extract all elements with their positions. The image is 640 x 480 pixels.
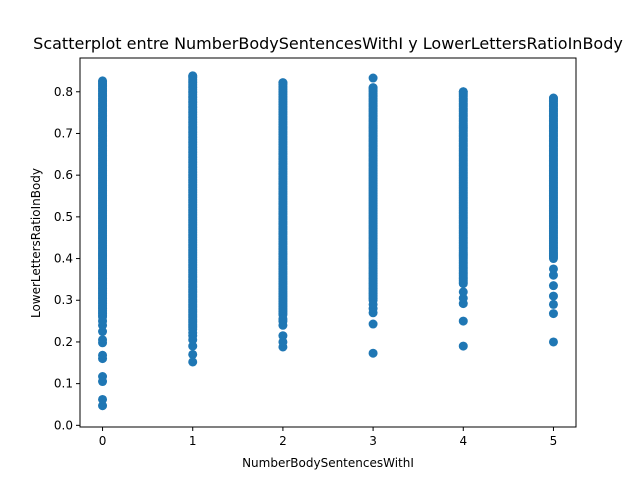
x-tick-label: 0 xyxy=(99,434,107,448)
data-point xyxy=(98,76,108,86)
y-tick-label: 0.7 xyxy=(54,126,73,140)
data-point-outlier xyxy=(368,73,378,83)
y-tick-label: 0.2 xyxy=(54,335,73,349)
x-tick-label: 2 xyxy=(279,434,287,448)
data-point xyxy=(188,71,198,81)
x-tick-label: 1 xyxy=(189,434,197,448)
data-point-outlier xyxy=(548,281,558,291)
data-point-outlier xyxy=(98,350,108,360)
y-tick-label: 0.4 xyxy=(54,252,73,266)
data-point-outlier xyxy=(98,401,108,411)
data-point-outlier xyxy=(458,341,468,351)
x-axis-ticks: 0 1 2 3 4 5 xyxy=(99,427,558,448)
data-point-outlier xyxy=(548,299,558,309)
data-point-outlier xyxy=(548,291,558,301)
data-point-outlier xyxy=(548,264,558,274)
data-point xyxy=(548,93,558,103)
data-point-outlier xyxy=(458,293,468,303)
plot-frame xyxy=(79,57,577,428)
data-point-outlier xyxy=(188,357,198,367)
y-tick-label: 0.6 xyxy=(54,168,73,182)
data-point-outlier xyxy=(278,331,288,341)
data-point xyxy=(458,87,468,97)
data-point-outlier xyxy=(98,316,108,326)
data-point-outlier xyxy=(98,394,108,404)
y-tick-label: 0.8 xyxy=(54,85,73,99)
chart-title: Scatterplot entre NumberBodySentencesWit… xyxy=(33,34,623,53)
data-point-outlier xyxy=(548,309,558,319)
data-point-outlier xyxy=(368,299,378,309)
data-point-outlier xyxy=(278,337,288,347)
x-tick-label: 4 xyxy=(459,434,467,448)
data-point-outlier xyxy=(458,287,468,297)
data-point-outlier xyxy=(548,270,558,280)
y-tick-label: 0.1 xyxy=(54,377,73,391)
y-axis-label: LowerLettersRatioInBody xyxy=(29,168,43,318)
data-point-outlier xyxy=(98,372,108,382)
data-point-outlier xyxy=(188,341,198,351)
data-point-outlier xyxy=(98,327,108,337)
y-axis-ticks: 0.0 0.1 0.2 0.3 0.4 0.5 0.6 0.7 0.8 xyxy=(54,85,80,432)
y-tick-label: 0.3 xyxy=(54,293,73,307)
data-point-outlier xyxy=(458,316,468,326)
data-point-outlier xyxy=(368,348,378,358)
x-tick-label: 5 xyxy=(550,434,558,448)
x-axis-label: NumberBodySentencesWithI xyxy=(242,456,414,470)
y-tick-label: 0.5 xyxy=(54,210,73,224)
data-point-outlier xyxy=(278,314,288,324)
data-point xyxy=(368,83,378,93)
data-point-outlier xyxy=(188,349,198,359)
data-point-outlier xyxy=(98,335,108,345)
x-tick-label: 3 xyxy=(369,434,377,448)
data-point-outlier xyxy=(368,319,378,329)
data-point-outlier xyxy=(188,328,198,338)
data-point-outlier xyxy=(548,337,558,347)
data-point xyxy=(278,78,288,88)
scatter-points xyxy=(98,71,558,411)
y-tick-label: 0.0 xyxy=(54,418,73,432)
